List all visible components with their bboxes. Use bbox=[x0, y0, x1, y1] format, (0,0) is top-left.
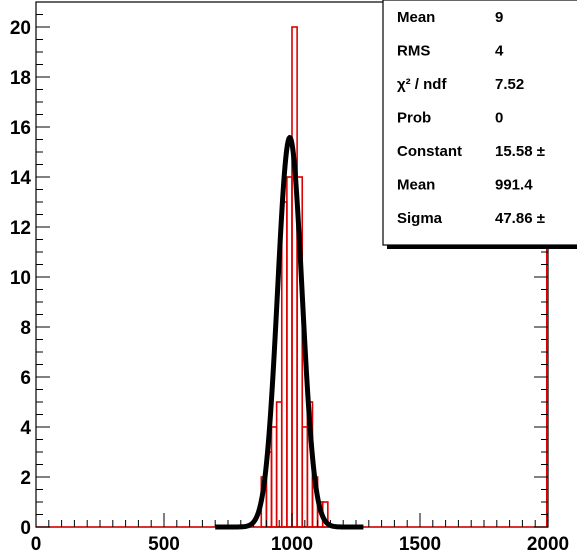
stats-row-value: 47.86 ± bbox=[495, 210, 545, 227]
stats-row-label: Mean bbox=[397, 9, 435, 26]
stats-row-label: Constant bbox=[397, 143, 462, 160]
stats-row-value: 15.58 ± bbox=[495, 143, 545, 160]
stats-row-label: Prob bbox=[397, 110, 431, 127]
stats-row-value: 0 bbox=[495, 110, 503, 127]
stats-row-label: χ² / ndf bbox=[397, 76, 447, 93]
y-tick-label: 14 bbox=[10, 168, 32, 189]
stats-row-value: 9 bbox=[495, 9, 503, 26]
x-tick-label: 1000 bbox=[271, 534, 313, 555]
stats-row-label: RMS bbox=[397, 43, 430, 60]
y-tick-label: 2 bbox=[20, 468, 31, 489]
x-tick-label: 0 bbox=[31, 534, 42, 555]
y-tick-label: 6 bbox=[20, 368, 31, 389]
y-tick-label: 4 bbox=[20, 418, 31, 439]
stats-row-value: 991.4 bbox=[495, 177, 533, 194]
stats-row-value: 4 bbox=[495, 43, 504, 60]
x-tick-label: 1500 bbox=[399, 534, 441, 555]
y-tick-label: 0 bbox=[20, 518, 31, 539]
y-tick-label: 12 bbox=[10, 218, 31, 239]
y-tick-label: 20 bbox=[10, 18, 31, 39]
stats-row-label: Sigma bbox=[397, 210, 443, 227]
stats-row-value: 7.52 bbox=[495, 76, 524, 93]
stats-box: Mean 9 RMS 4 χ² / ndf 7.52 Prob 0 Constant 15.58 … bbox=[382, 0, 577, 249]
stats-box-panel bbox=[382, 0, 577, 246]
x-tick-label: 500 bbox=[148, 534, 180, 555]
y-tick-label: 16 bbox=[10, 118, 31, 139]
stats-row-label: Mean bbox=[397, 177, 435, 194]
x-tick-label: 2000 bbox=[527, 534, 569, 555]
y-tick-label: 10 bbox=[10, 268, 31, 289]
gaussian-fit-curve bbox=[213, 135, 366, 530]
y-tick-label: 8 bbox=[20, 318, 31, 339]
y-tick-label: 18 bbox=[10, 68, 31, 89]
